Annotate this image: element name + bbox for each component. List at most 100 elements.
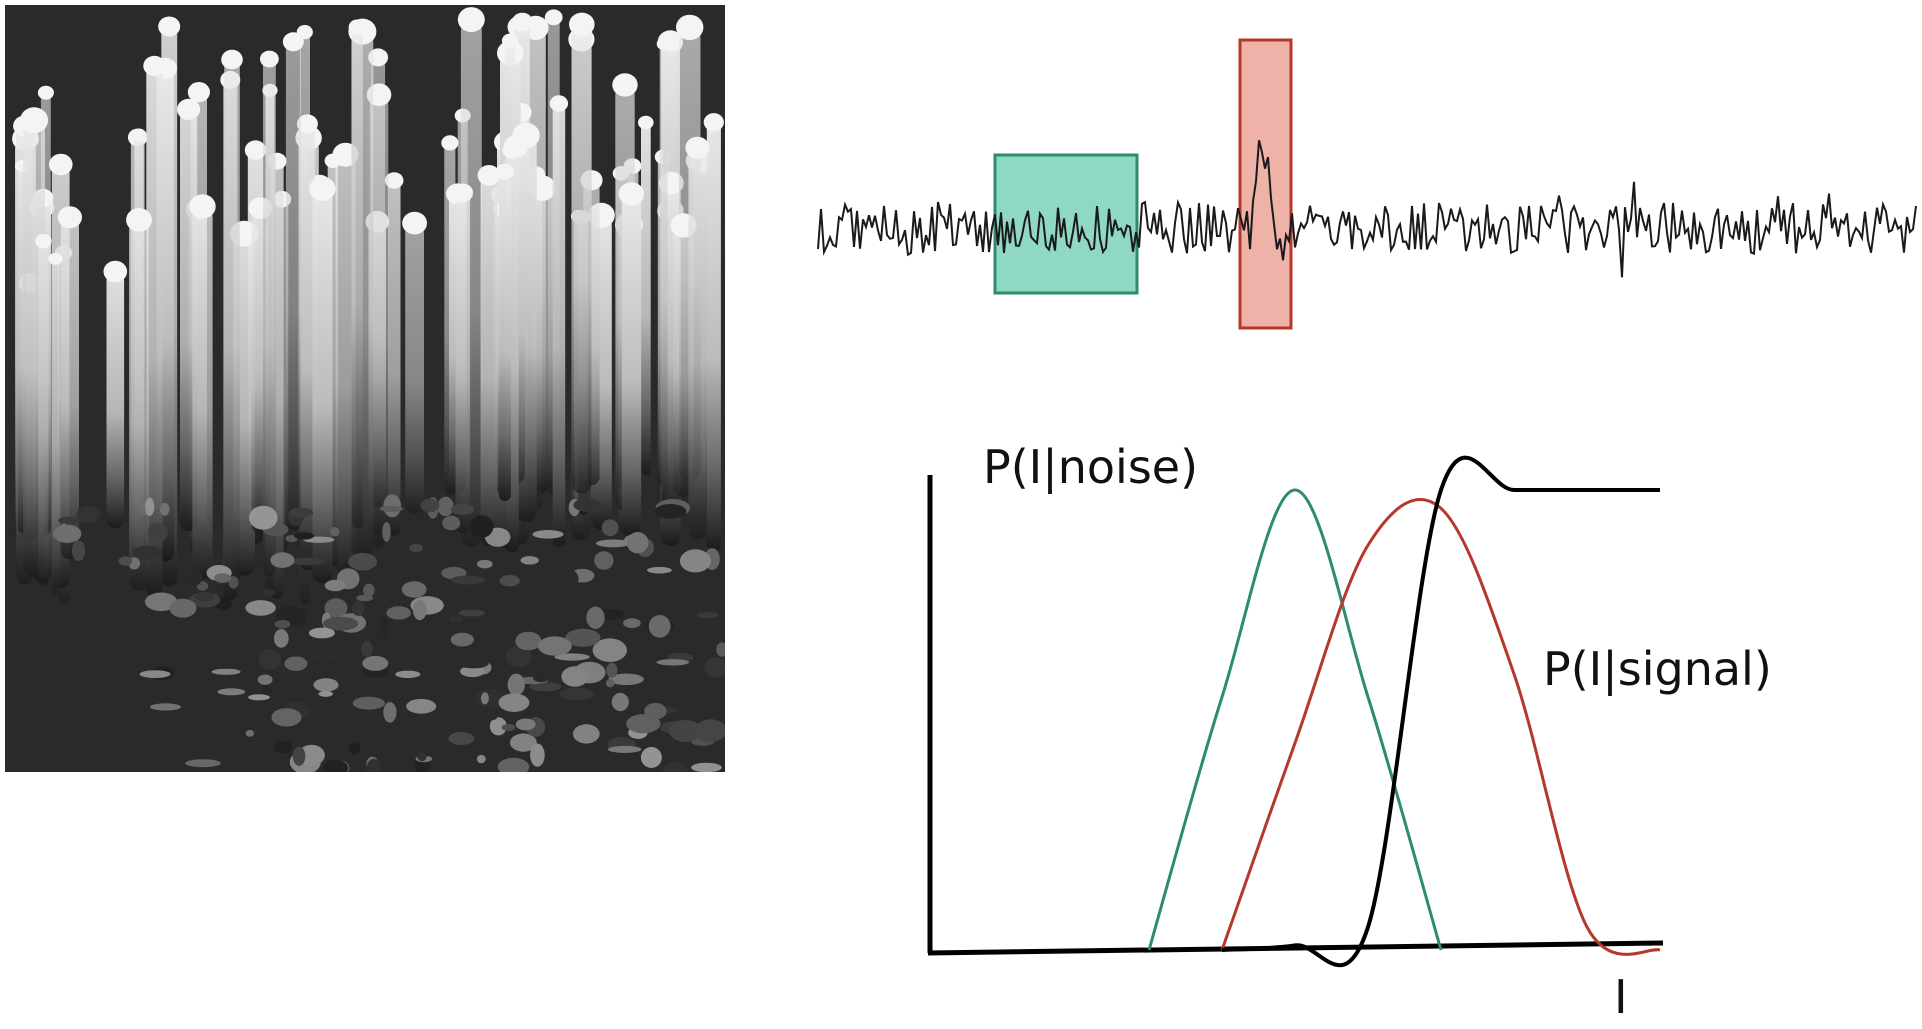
- tissue-fragment: [383, 702, 397, 723]
- tissue-fragment: [520, 556, 539, 565]
- x-axis: [927, 940, 1664, 956]
- tissue-fragment: [147, 522, 168, 543]
- noise-label: P(I|noise): [983, 440, 1198, 495]
- tissue-fragment: [489, 717, 507, 736]
- tissue-fragment: [450, 575, 486, 585]
- tissue-fragment: [409, 544, 424, 553]
- tissue-fragment: [382, 522, 391, 542]
- tissue-fragment: [530, 743, 545, 767]
- x-axis-label: I: [1614, 970, 1628, 1024]
- tissue-fragment: [469, 515, 494, 538]
- tissue-fragment: [324, 579, 346, 592]
- tissue-fragment: [245, 729, 255, 737]
- tissue-fragment: [217, 688, 246, 696]
- rod-tip: [685, 136, 710, 159]
- signal-distribution-curve: [1220, 497, 1661, 956]
- tissue-fragment: [118, 556, 133, 566]
- rod-tip: [282, 32, 304, 52]
- tissue-fragment: [395, 670, 421, 678]
- tissue-fragment: [501, 724, 516, 731]
- tissue-fragment: [273, 629, 289, 648]
- tissue-fragment: [704, 657, 725, 678]
- rod-tip: [477, 165, 501, 186]
- rod-cell: [405, 223, 424, 514]
- tissue-fragment: [417, 750, 427, 762]
- rod-cell: [106, 271, 125, 528]
- rod-cell: [552, 103, 566, 548]
- rod-tip: [158, 16, 181, 37]
- tissue-fragment: [248, 505, 278, 530]
- tissue-fragment: [401, 581, 427, 598]
- tissue-fragment: [308, 627, 335, 639]
- trace-line: [817, 140, 1917, 278]
- tissue-fragment: [554, 653, 590, 661]
- rod-tip: [495, 163, 514, 180]
- tissue-fragment: [647, 566, 672, 574]
- tissue-fragment: [248, 694, 270, 701]
- tissue-fragment: [691, 762, 722, 772]
- tissue-fragment: [192, 682, 214, 689]
- tissue-fragment: [498, 693, 530, 712]
- tissue-fragment: [606, 662, 618, 678]
- tissue-fragment: [144, 592, 178, 612]
- rod-cell: [299, 123, 315, 571]
- tissue-fragment: [187, 567, 203, 586]
- tissue-fragment: [607, 745, 642, 753]
- tissue-fragment: [292, 746, 306, 766]
- detection-threshold-curve: [1221, 455, 1660, 968]
- tissue-fragment: [258, 648, 282, 670]
- tissue-fragment: [611, 692, 629, 712]
- tissue-fragment: [59, 523, 69, 540]
- rod-tip: [37, 85, 54, 100]
- tissue-fragment: [510, 733, 537, 752]
- tissue-fragment: [716, 642, 725, 657]
- rod-tip: [48, 252, 63, 265]
- tissue-fragment: [323, 759, 349, 772]
- rod-tip: [569, 12, 595, 37]
- rod-tip: [452, 183, 474, 203]
- rod-cell: [60, 217, 79, 560]
- tissue-fragment: [505, 645, 532, 668]
- tissue-fragment: [595, 539, 631, 548]
- rod-cells: [12, 7, 724, 605]
- rod-tip: [143, 55, 166, 76]
- tissue-fragment: [623, 618, 641, 628]
- rod-tip: [348, 19, 366, 35]
- tissue-fragment: [537, 636, 572, 656]
- tissue-fragment: [245, 600, 276, 616]
- rod-tip: [103, 260, 128, 283]
- rod-tip: [676, 14, 704, 41]
- rod-tip: [177, 98, 201, 120]
- tissue-fragment: [480, 692, 489, 705]
- rod-cell: [659, 44, 668, 507]
- rod-cell: [706, 122, 721, 552]
- tissue-fragment: [460, 665, 485, 678]
- tissue-fragment: [412, 599, 427, 621]
- tissue-fragment: [348, 552, 377, 571]
- rod-cell: [263, 59, 276, 577]
- tissue-fragment: [497, 757, 530, 772]
- noise-distribution-curve: [1147, 488, 1443, 951]
- tissue-fragment: [442, 515, 461, 531]
- rod-cell: [688, 147, 707, 540]
- tissue-base: [53, 494, 725, 772]
- tissue-fragment: [515, 718, 536, 731]
- tissue-fragment: [532, 530, 564, 539]
- tissue-fragment: [214, 573, 232, 583]
- rod-tip: [703, 113, 724, 132]
- tissue-fragment: [348, 742, 361, 755]
- rod-cell: [531, 188, 554, 492]
- rod-tip: [187, 82, 210, 103]
- rod-cell: [38, 241, 49, 586]
- rod-tip: [131, 128, 147, 142]
- rod-tip: [189, 194, 216, 219]
- tissue-fragment: [294, 532, 315, 540]
- tissue-fragment: [169, 598, 197, 618]
- rod-cell: [621, 193, 642, 536]
- tissue-fragment: [262, 589, 276, 596]
- tissue-fragment: [363, 583, 375, 597]
- tissue-fragment: [379, 618, 389, 637]
- tissue-fragment: [274, 619, 291, 629]
- tissue-fragment: [228, 576, 239, 589]
- tissue-fragment: [477, 559, 493, 569]
